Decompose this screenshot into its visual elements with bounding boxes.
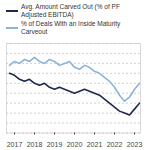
svg-text:2017: 2017: [7, 140, 23, 147]
svg-text:2019: 2019: [47, 140, 63, 147]
html-text:Avg. Amount Carved Out (% of P: Avg. Amount Carved Out (% of PF Adjusted…: [21, 3, 120, 19]
svg-text:2022: 2022: [107, 140, 123, 147]
svg-text:2023: 2023: [127, 140, 143, 147]
svg-text:2018: 2018: [27, 140, 43, 147]
html-text:% of Deals With an Inside Matu: % of Deals With an Inside Maturity Carve…: [21, 20, 121, 36]
svg-text:2021: 2021: [87, 140, 103, 147]
svg-text:2020: 2020: [67, 140, 83, 147]
